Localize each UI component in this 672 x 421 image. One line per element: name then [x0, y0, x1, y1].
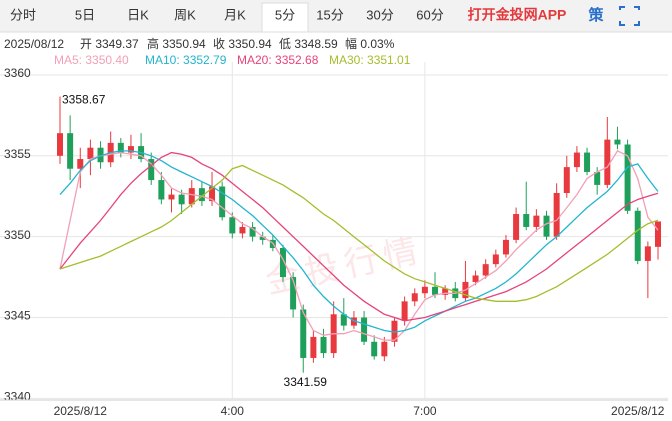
info-item: 低 3348.59 [279, 37, 338, 51]
info-item: 开 3349.37 [80, 37, 139, 51]
candle-body [229, 217, 236, 234]
watermark: 金投行情 [262, 231, 426, 301]
candle-body [350, 317, 357, 326]
candle-body [178, 194, 185, 205]
candle-body [77, 159, 84, 169]
candle-body [634, 210, 641, 261]
candle-body [57, 133, 63, 156]
candle-body [584, 152, 591, 172]
candle-body [279, 247, 286, 278]
candle-body [300, 309, 307, 358]
toolbar [0, 0, 672, 32]
candle-body [644, 246, 651, 261]
legend-entry: MA10: 3352.79 [145, 53, 227, 67]
tab[interactable]: 5分 [275, 7, 295, 22]
candle-body [188, 188, 195, 205]
candle-body [310, 336, 317, 358]
candle-body [523, 214, 530, 227]
candle-body [492, 254, 499, 265]
candle-body [97, 147, 104, 163]
info-line: 2025/08/12 开 3349.37 高 3350.94 收 3350.94 低 3… [4, 36, 395, 51]
extreme-label: 3341.59 [284, 375, 328, 389]
candle-body [209, 186, 216, 202]
ma-line [59, 164, 659, 302]
candle-body [198, 188, 205, 202]
y-tick-label: 3340 [4, 390, 31, 404]
candle-body [249, 226, 256, 237]
candle-body [391, 320, 398, 342]
legend: MA5: 3350.40 MA10: 3352.79 MA20: 3352.68 MA… [54, 53, 411, 67]
candle-body [381, 341, 388, 357]
tab[interactable]: 30分 [366, 7, 393, 22]
candle-body [219, 186, 226, 218]
candle-body [594, 171, 601, 185]
candle-body [239, 226, 246, 234]
tab[interactable]: 月K [224, 7, 246, 22]
candle-body [604, 139, 611, 185]
info-item: 收 3350.94 [213, 37, 272, 51]
candle-body [371, 341, 378, 357]
tab[interactable]: 5日 [75, 7, 95, 22]
candle-body [533, 215, 540, 227]
legend-entry: MA30: 3351.01 [329, 53, 411, 67]
x-tick-label: 2025/8/12 [611, 404, 665, 418]
x-tick-label: 2025/8/12 [54, 404, 108, 418]
candle-body [361, 317, 368, 342]
candle-body [472, 275, 479, 282]
strategy-button[interactable]: 策 [587, 6, 604, 24]
candle-body [67, 133, 74, 169]
tab[interactable]: 15分 [316, 7, 343, 22]
info-item: 幅 0.03% [345, 36, 395, 51]
candle-body [148, 159, 155, 181]
y-tick-label: 3355 [4, 147, 31, 161]
y-tick-label: 3345 [4, 309, 31, 323]
tab-group: 分时 5日 日K 周K 月K 5分 15分 30分 60分 [10, 2, 444, 33]
tab[interactable]: 60分 [416, 7, 443, 22]
info-date: 2025/08/12 [4, 37, 64, 51]
tab[interactable]: 分时 [10, 7, 36, 22]
candle-body [117, 142, 124, 153]
tab-selected-bg [261, 2, 309, 33]
candle-body [411, 293, 418, 302]
candle-body [553, 192, 560, 237]
candle-body [624, 144, 631, 211]
candle-body [320, 336, 327, 354]
candle-body [563, 167, 570, 193]
candle-body [482, 264, 489, 276]
candle-body [543, 215, 550, 237]
legend-entry: MA5: 3350.40 [54, 53, 129, 67]
candle-body [442, 288, 449, 295]
y-tick-label: 3360 [4, 66, 31, 80]
app-link[interactable]: 打开金投网APP [468, 7, 567, 23]
candle-body [655, 221, 661, 247]
ma-line [59, 150, 659, 333]
candle-body [127, 146, 134, 153]
x-tick-label: 7:00 [413, 404, 437, 418]
candle-body [432, 286, 439, 295]
candle-body [158, 180, 165, 200]
candle-body [502, 239, 509, 255]
candle-body [401, 301, 408, 321]
tab[interactable]: 日K [127, 7, 149, 22]
y-tick-label: 3350 [4, 228, 31, 242]
candle-body [513, 214, 520, 240]
ma-line [59, 150, 659, 341]
x-tick-label: 4:00 [221, 404, 245, 418]
extreme-label: 3358.67 [62, 93, 106, 107]
candle-body [168, 194, 175, 200]
legend-entry: MA20: 3352.68 [237, 53, 319, 67]
candle-body [259, 236, 266, 240]
candle-body [340, 314, 347, 326]
candle-body [87, 147, 94, 160]
tab[interactable]: 周K [174, 7, 196, 22]
candle-body [573, 152, 580, 168]
candle-body [421, 286, 428, 294]
candle-body [614, 139, 621, 145]
info-item: 高 3350.94 [147, 36, 206, 51]
ma-line [59, 151, 659, 322]
candle-body [290, 277, 297, 310]
fullscreen-icon[interactable] [619, 6, 640, 26]
